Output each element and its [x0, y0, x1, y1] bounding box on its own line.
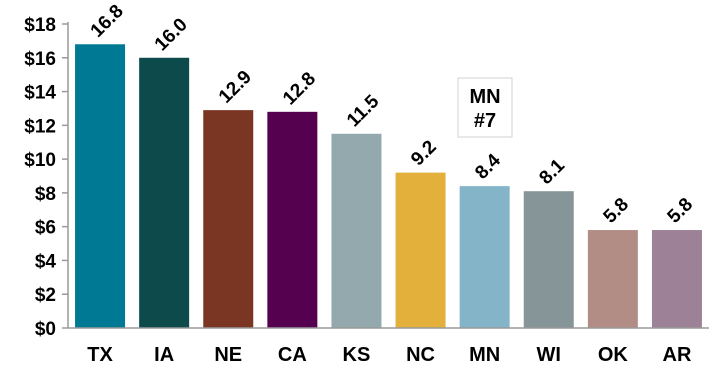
y-tick-label: $14	[24, 83, 56, 104]
data-label: 8.1	[535, 155, 569, 189]
x-category-label: OK	[598, 344, 629, 365]
bar-ca	[267, 111, 318, 328]
data-label: 12.9	[215, 67, 256, 108]
data-label: 11.5	[343, 91, 384, 132]
data-label: 16.8	[87, 1, 128, 42]
data-label: 9.2	[407, 137, 441, 171]
y-tick-label: $8	[35, 184, 56, 205]
callout-line-2: #7	[474, 110, 496, 132]
category-labels: TX IA NE CA KS NC MN WI OK AR	[87, 344, 692, 365]
mn-rank-callout: MN #7	[457, 77, 513, 138]
bar-ok	[587, 230, 638, 328]
data-label: 5.8	[664, 194, 698, 228]
bar-mn	[459, 186, 510, 328]
y-tick-label: $4	[35, 251, 57, 272]
y-axis-ticks: $0 $2 $4 $6 $8 $10 $12 $14 $16 $18	[24, 15, 68, 340]
y-tick-label: $0	[35, 319, 56, 340]
callout-box	[457, 77, 513, 138]
callout-line-1: MN	[469, 86, 500, 108]
data-label: 8.4	[471, 150, 505, 184]
x-category-label: WI	[537, 344, 561, 365]
data-label: 16.0	[151, 14, 192, 55]
x-category-label: TX	[87, 344, 113, 365]
bar-ks	[331, 133, 382, 328]
x-category-label: CA	[278, 344, 307, 365]
x-category-label: KS	[343, 344, 371, 365]
y-tick-label: $10	[24, 150, 56, 171]
data-label: 5.8	[600, 194, 634, 228]
y-tick-label: $16	[24, 49, 56, 70]
bar-tx	[75, 44, 126, 329]
y-tick-label: $18	[24, 15, 56, 36]
bar-ar	[651, 230, 702, 328]
x-category-label: MN	[469, 344, 500, 365]
bar-ne	[203, 110, 254, 328]
bar-wi	[523, 191, 574, 328]
bar-nc	[395, 172, 446, 328]
bar-ia	[139, 57, 190, 329]
x-category-label: NC	[406, 344, 435, 365]
x-category-label: AR	[663, 344, 692, 365]
x-category-label: NE	[214, 344, 242, 365]
x-category-label: IA	[154, 344, 174, 365]
bars	[75, 44, 702, 329]
y-tick-label: $12	[24, 116, 56, 137]
y-tick-label: $2	[35, 285, 56, 306]
data-label: 12.8	[279, 68, 320, 109]
y-tick-label: $6	[35, 218, 56, 239]
